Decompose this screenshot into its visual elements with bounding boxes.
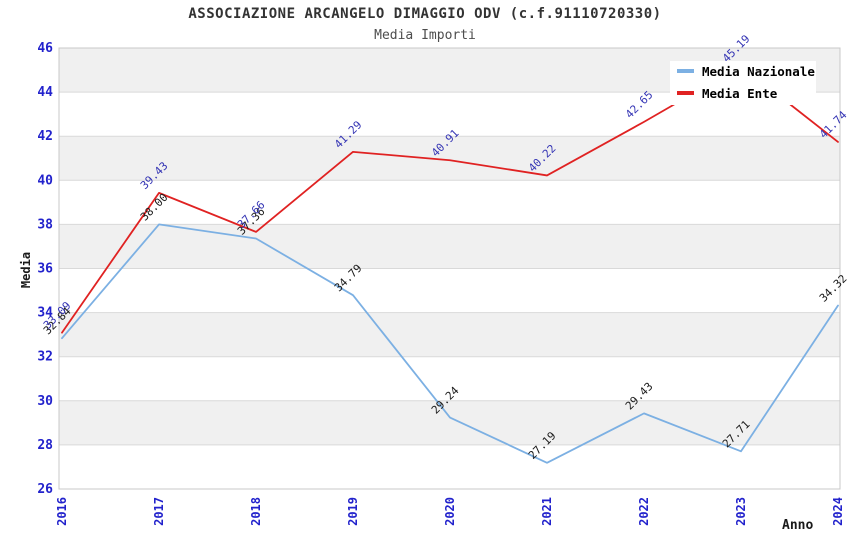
plot-band xyxy=(59,400,840,445)
series-line-media-nazionale xyxy=(61,223,839,464)
x-tick-label: 2016 xyxy=(55,497,69,526)
plot-band xyxy=(59,224,840,269)
chart-subtitle: Media Importi xyxy=(374,28,476,43)
series-line-media-ente xyxy=(61,64,839,334)
plot-band xyxy=(59,136,840,181)
legend-box xyxy=(670,61,816,105)
y-tick-label: 42 xyxy=(37,129,53,144)
x-tick-label: 2021 xyxy=(540,497,554,526)
legend-label: Media Ente xyxy=(702,86,778,101)
x-tick-label: 2022 xyxy=(637,497,651,526)
x-axis-title: Anno xyxy=(782,518,813,533)
legend: Media Nazionale Media Ente xyxy=(670,61,816,105)
x-tick-label: 2023 xyxy=(734,497,748,526)
data-label: 42.65 xyxy=(623,88,656,121)
x-tick-label: 2019 xyxy=(346,497,360,526)
x-tick-label: 2024 xyxy=(831,497,845,526)
data-label: 34.32 xyxy=(817,272,850,305)
y-tick-label: 38 xyxy=(37,217,53,232)
y-tick-label: 44 xyxy=(37,85,53,100)
plot-band xyxy=(59,312,840,357)
y-tick-label: 30 xyxy=(37,394,53,409)
chart-title: ASSOCIAZIONE ARCANGELO DIMAGGIO ODV (c.f… xyxy=(188,6,662,22)
plot-border xyxy=(58,47,841,490)
y-tick-label: 34 xyxy=(37,306,53,321)
y-tick-label: 32 xyxy=(37,350,53,365)
x-tick-label: 2017 xyxy=(152,497,166,526)
data-label: 38.00 xyxy=(138,191,171,224)
legend-label: Media Nazionale xyxy=(702,64,815,79)
y-tick-label: 26 xyxy=(37,482,53,497)
y-axis-title: Media xyxy=(19,252,33,288)
x-tick-label: 2018 xyxy=(249,497,263,526)
y-tick-label: 46 xyxy=(37,41,53,56)
y-tick-label: 36 xyxy=(37,262,53,277)
x-tick-label: 2020 xyxy=(443,497,457,526)
y-tick-label: 40 xyxy=(37,173,53,188)
y-tick-label: 28 xyxy=(37,438,53,453)
